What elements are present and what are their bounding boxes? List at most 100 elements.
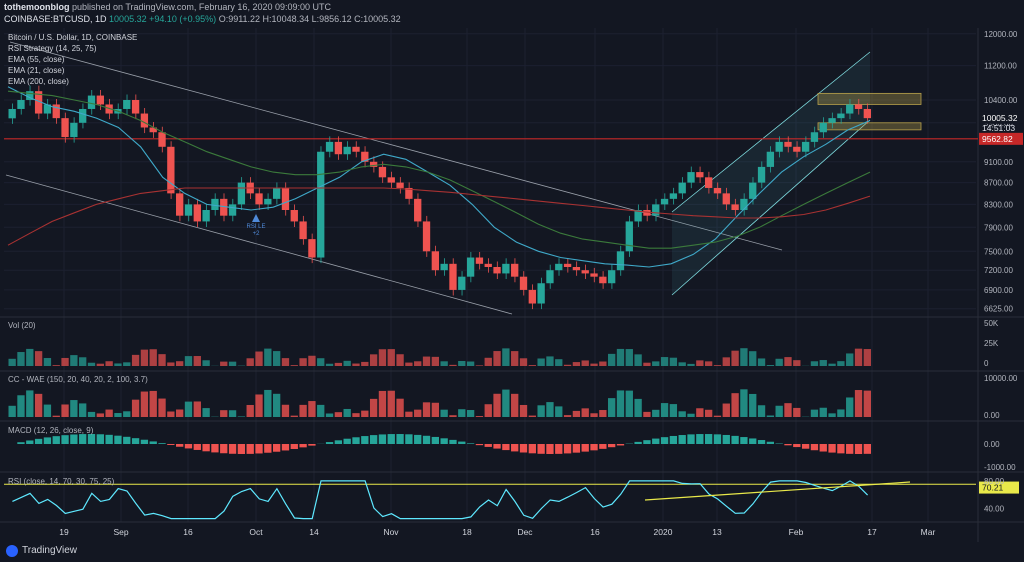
rsi-tick-label: 80.00 [984,477,1005,486]
support-price-tag: 9562.82 [982,134,1013,144]
volume-bar [793,360,801,366]
candle-body [784,141,792,147]
wae-bar [70,400,78,417]
brand-name[interactable]: TradingView [22,545,78,556]
candle-body [264,198,272,205]
wae-bar [299,404,307,417]
volume-bar [810,361,819,366]
volume-bar [79,357,87,366]
candle-body [317,151,325,258]
rsi-signal-arrow [252,214,260,222]
macd-bar [105,434,113,444]
candle-body [563,263,572,268]
volume-bar [484,357,492,366]
candle-body [352,146,360,152]
macd-bar [405,434,413,444]
x-tick-label: 17 [867,527,877,537]
candle-body [26,91,34,100]
candle-body [863,108,871,119]
wae-bar [511,393,519,417]
wae-bar [493,393,501,417]
wae-bar [502,389,510,417]
symbol-name[interactable]: COINBASE:BTCUSD, 1D [4,14,107,24]
support-price-tag-bg [979,132,1023,145]
wae-bar [687,413,695,417]
macd-bar [264,444,272,453]
volume-bar [8,358,16,366]
candle-body [272,187,281,199]
macd-bar [255,444,263,454]
macd-bar [660,437,669,444]
candle-body [449,263,457,290]
volume-bar [863,349,871,366]
author-name[interactable]: tothemoonblog [4,2,70,12]
candle-body [176,193,184,216]
volume-bar [202,360,210,366]
volume-bar [70,355,78,366]
wae-bar [343,408,351,417]
x-tick-label: Nov [383,527,399,537]
tradingview-logo-icon[interactable] [6,545,18,557]
candle-body [325,141,334,152]
volume-bar [131,354,140,366]
macd-bar [766,441,775,444]
volume-bar [378,349,387,366]
legend-item: EMA (200, close) [8,77,69,86]
channel-layer [4,41,978,315]
rsi-value-tag: 70.21 [982,483,1004,493]
wae-bar [8,405,16,417]
macd-bar [334,440,343,444]
volume-bar [96,363,104,366]
macd-bar [572,444,581,453]
rsi-tick-label: 40.00 [984,504,1005,513]
wae-bar [334,412,343,417]
volume-bar [466,361,475,366]
wae-bar [704,409,713,417]
volume-bar [819,360,827,366]
macd-bar [652,438,660,444]
legend-title: Bitcoin / U.S. Dollar, 1D, COINBASE [8,33,137,42]
rsi-pane: 70.21 [4,480,1019,520]
wae-bar [281,404,290,417]
volume-bar [299,358,307,366]
wae-bar [616,390,625,417]
y-tick-label: 6900.00 [984,286,1013,295]
volume-bar [405,362,413,366]
wae-bar [458,409,466,417]
volume-bar [264,348,272,366]
vol-pane-label: Vol (20) [8,321,36,330]
volume-bar [87,362,96,366]
wae-bar [819,407,827,417]
macd-bar [211,444,219,453]
wae-bar [837,409,845,417]
candle-body [237,182,246,205]
wae-bar [854,390,863,417]
macd-bar [17,442,25,444]
wae-bar [131,399,140,417]
wae-bar [140,391,149,417]
volume-bar [167,362,175,366]
macd-bar [237,444,246,454]
macd-bar [590,444,598,451]
chart-header: tothemoonblog published on TradingView.c… [0,0,1024,28]
y-axis: 12000.0011200.0010400.009900.009100.0087… [979,30,1023,513]
legend-item: EMA (21, close) [8,66,65,75]
macd-bar [79,434,87,444]
wae-bar [519,404,528,417]
candle-body [202,210,210,222]
volume-bar [422,356,431,366]
candle-body [334,141,343,155]
wae-bar [828,413,836,417]
volume-bar [511,351,519,366]
descending-channel-top [9,41,783,251]
wae-bar [652,409,660,417]
wae-bar [537,405,545,417]
candle-body [387,177,395,183]
volume-bar [281,358,290,366]
macd-bar [740,437,748,444]
macd-bar [343,438,351,444]
volume-bar [26,348,34,366]
volume-bar [325,363,334,366]
macd-bar [149,441,157,444]
